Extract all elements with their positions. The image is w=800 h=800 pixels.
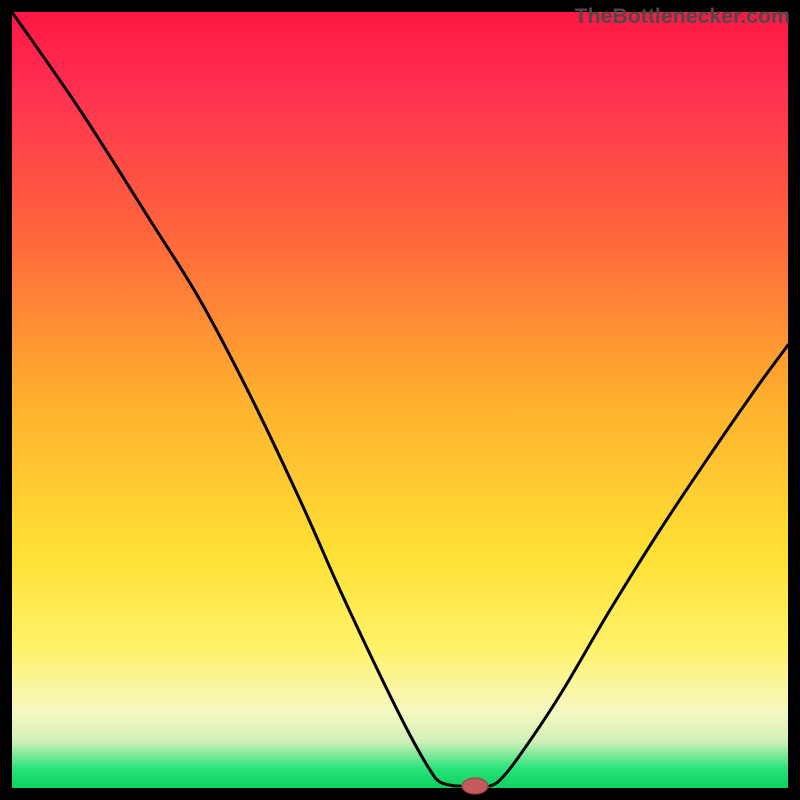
bottleneck-marker	[462, 778, 488, 794]
plot-area	[12, 12, 788, 788]
watermark-text: TheBottlenecker.com	[574, 4, 790, 29]
chart-container: TheBottlenecker.com	[0, 0, 800, 800]
bottleneck-chart	[0, 0, 800, 800]
